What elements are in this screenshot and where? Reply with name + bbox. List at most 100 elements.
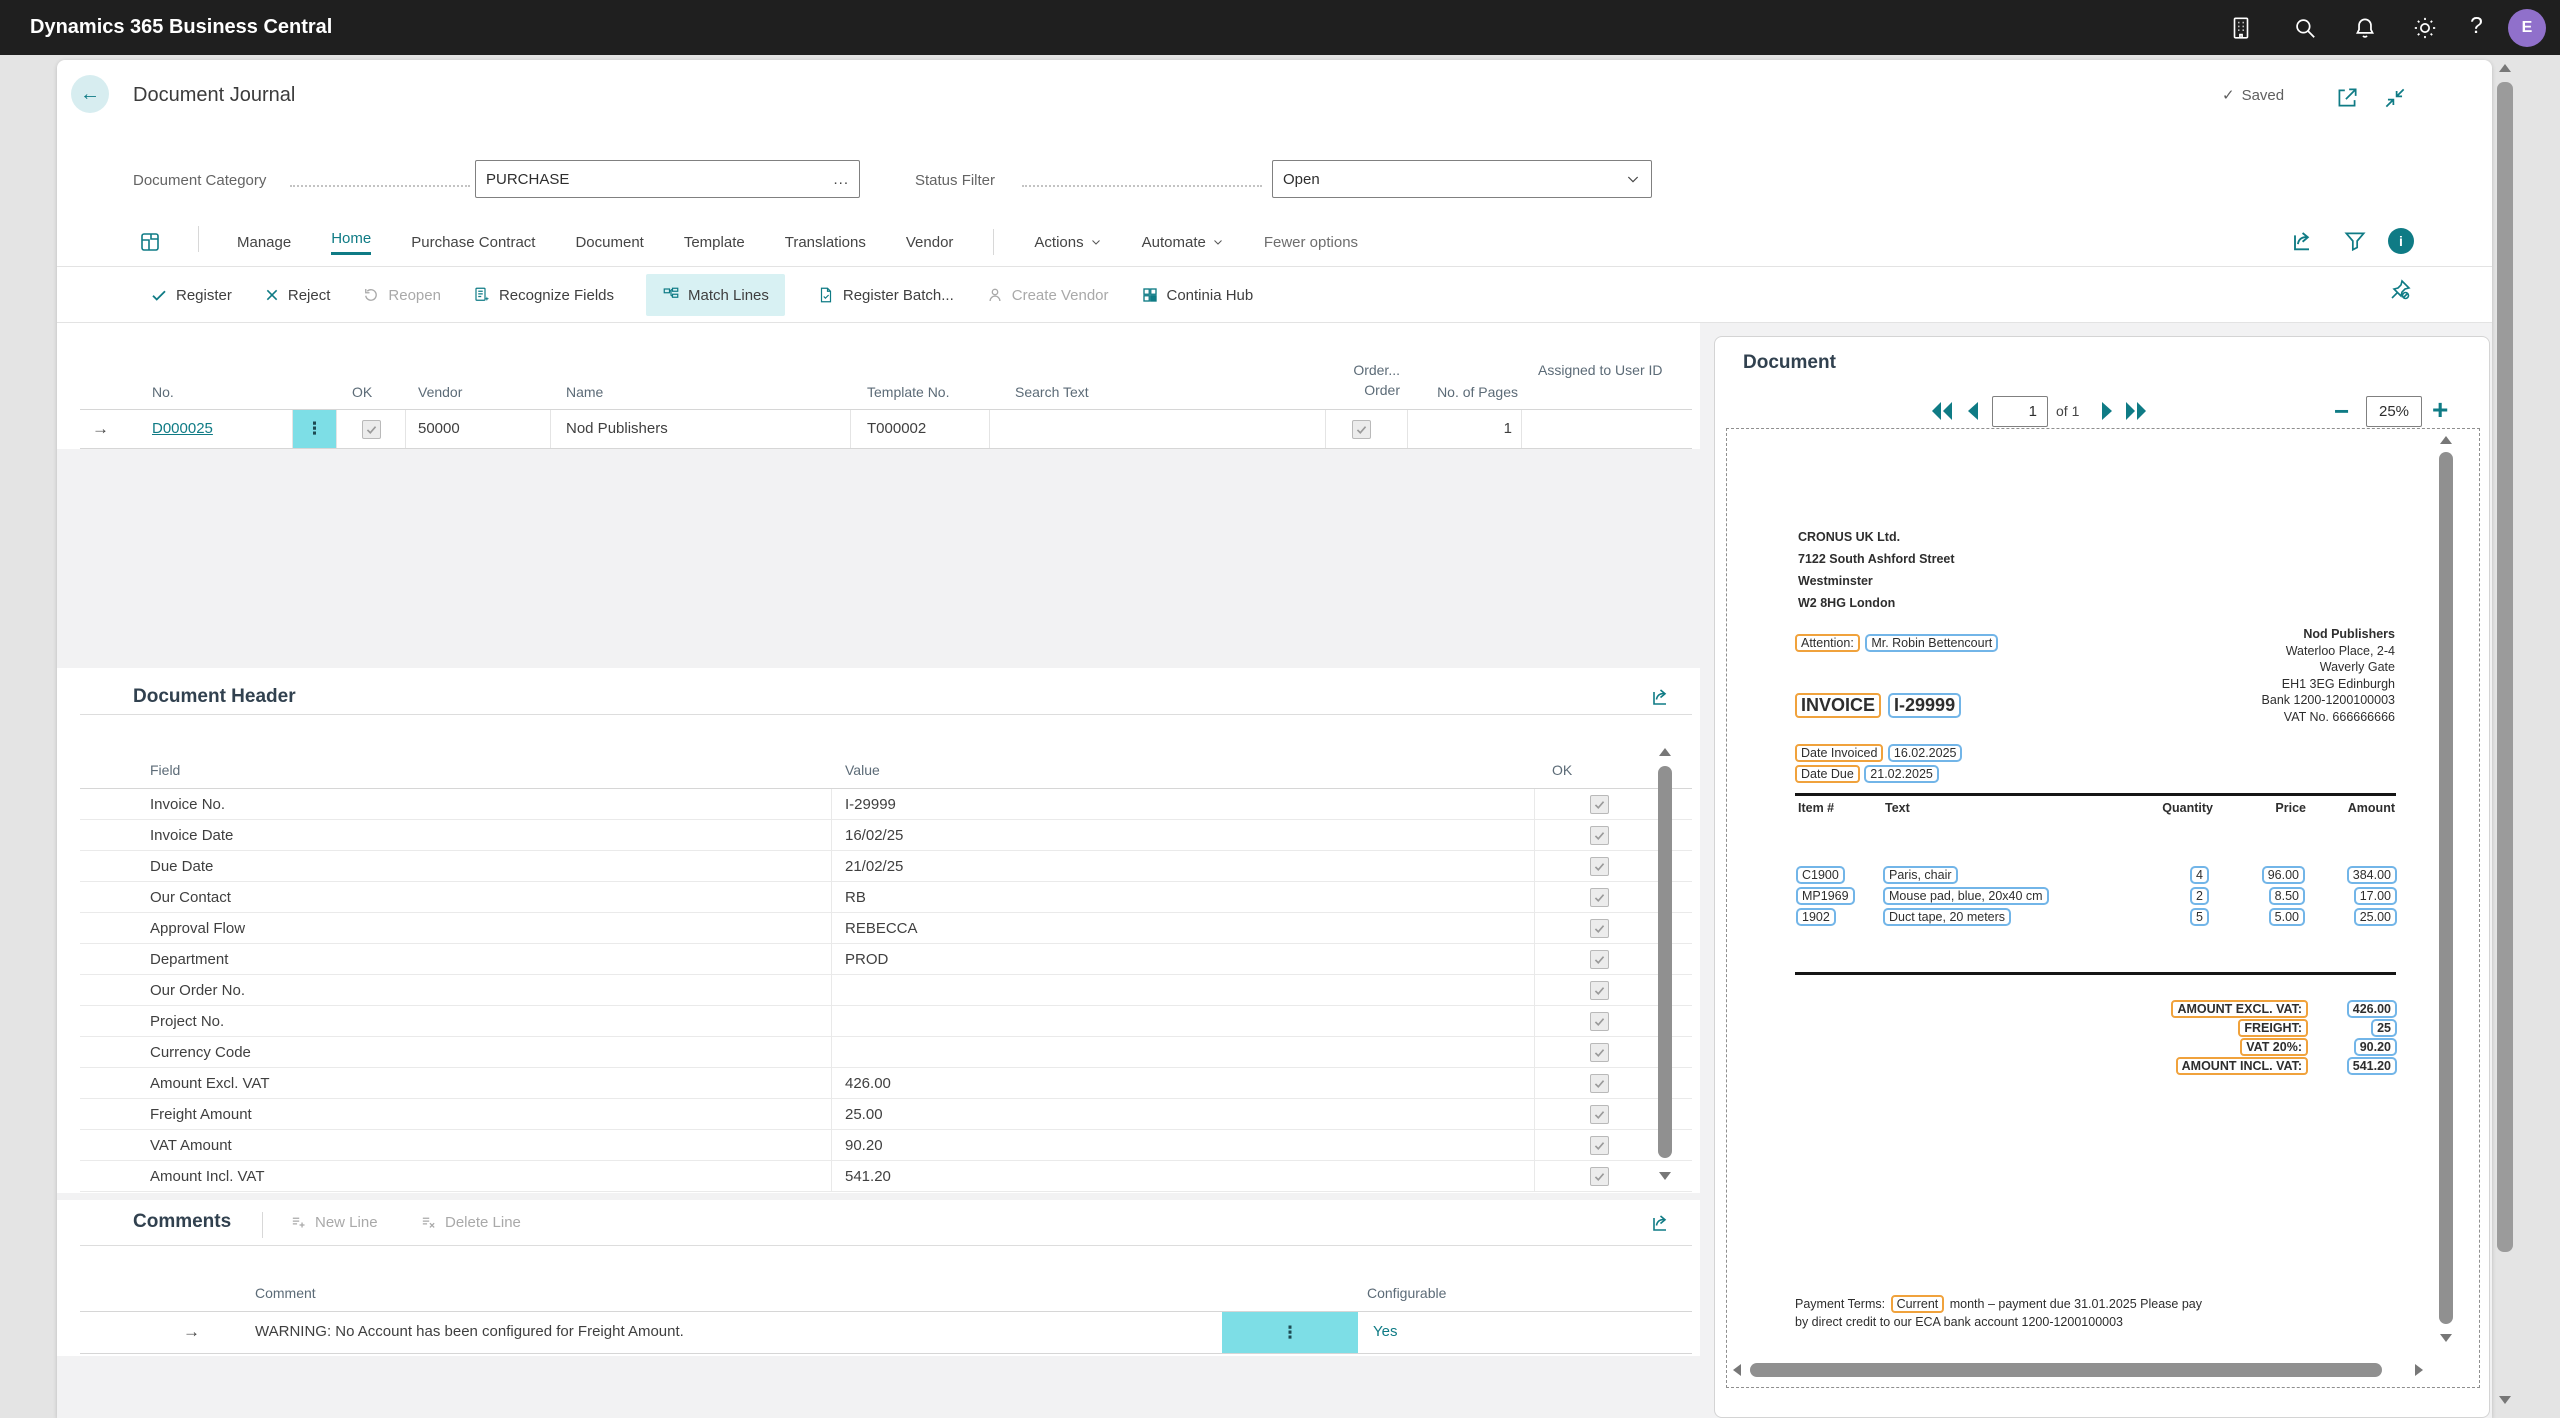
tab-manage[interactable]: Manage	[237, 233, 292, 251]
date-due-label-annotation[interactable]: Date Due	[1795, 765, 1860, 783]
journal-row-name[interactable]: Nod Publishers	[566, 420, 668, 437]
field-ok-checkbox[interactable]	[1590, 794, 1609, 814]
invoice-line-price[interactable]: 5.00	[2268, 908, 2305, 926]
comment-row-configurable[interactable]: Yes	[1373, 1323, 1398, 1340]
payment-terms-annotation[interactable]: Current	[1890, 1295, 1945, 1313]
viewer-scroll-down[interactable]	[2440, 1334, 2452, 1342]
menu-automate[interactable]: Automate	[1142, 234, 1224, 251]
invoice-line-item[interactable]: 1902	[1796, 908, 1836, 926]
assist-edit-button[interactable]: ...	[833, 170, 849, 188]
reject-button[interactable]: Reject	[264, 287, 330, 304]
back-button[interactable]: ←	[71, 75, 109, 113]
field-value[interactable]: RB	[845, 888, 866, 906]
notifications-button[interactable]	[2352, 15, 2378, 41]
total-label-annotation[interactable]: FREIGHT:	[2238, 1019, 2308, 1037]
journal-row-pages[interactable]: 1	[1503, 420, 1512, 437]
field-value[interactable]: I-29999	[845, 795, 896, 813]
field-row[interactable]: VAT Amount 90.20	[80, 1130, 1692, 1161]
date-due-value-annotation[interactable]: 21.02.2025	[1864, 765, 1939, 783]
date-invoiced-value-annotation[interactable]: 16.02.2025	[1887, 744, 1963, 762]
field-row[interactable]: Freight Amount 25.00	[80, 1099, 1692, 1130]
comments-share-button[interactable]	[1648, 1210, 1672, 1234]
window-scroll-down[interactable]	[2499, 1396, 2511, 1404]
pivot-button[interactable]	[138, 230, 162, 254]
viewer-scroll-left[interactable]	[1733, 1364, 1741, 1376]
tab-template[interactable]: Template	[683, 233, 745, 251]
col-template[interactable]: Template No.	[867, 384, 950, 400]
field-ok-checkbox[interactable]	[1590, 887, 1609, 907]
invoice-line-item[interactable]: MP1969	[1796, 887, 1855, 905]
viewer-scroll-up[interactable]	[2440, 436, 2452, 444]
share-button[interactable]	[2288, 226, 2316, 254]
row-selector-arrow[interactable]: →	[92, 419, 109, 438]
field-value[interactable]: PROD	[845, 950, 889, 968]
tab-vendor[interactable]: Vendor	[905, 233, 954, 251]
register-batch-button[interactable]: Register Batch...	[817, 286, 954, 304]
doc-header-share-button[interactable]	[1648, 684, 1672, 708]
zoom-out-button[interactable]: −	[2334, 396, 2350, 426]
field-ok-checkbox[interactable]	[1590, 980, 1609, 1000]
field-value[interactable]: REBECCA	[845, 919, 918, 937]
viewer-scroll-right[interactable]	[2415, 1364, 2423, 1376]
reopen-button[interactable]: Reopen	[362, 286, 441, 304]
field-value[interactable]: 16/02/25	[845, 826, 904, 844]
field-value[interactable]: 90.20	[845, 1136, 883, 1154]
new-line-button[interactable]: New Line	[290, 1214, 378, 1231]
col-search[interactable]: Search Text	[1015, 384, 1089, 400]
field-row[interactable]: Due Date 21/02/25	[80, 851, 1692, 882]
journal-row-template[interactable]: T000002	[867, 420, 927, 437]
window-scroll-up[interactable]	[2499, 64, 2511, 72]
recognize-fields-button[interactable]: Recognize Fields	[473, 286, 614, 304]
scroll-down-arrow[interactable]	[1659, 1172, 1671, 1180]
invoice-label-annotation[interactable]: INVOICE	[1795, 693, 1882, 718]
field-ok-checkbox[interactable]	[1590, 949, 1609, 969]
field-ok-checkbox[interactable]	[1590, 856, 1609, 876]
invoice-line-text[interactable]: Mouse pad, blue, 20x40 cm	[1883, 887, 2049, 905]
zoom-level-input[interactable]: 25%	[2366, 396, 2422, 427]
field-row[interactable]: Invoice Date 16/02/25	[80, 820, 1692, 851]
field-ok-checkbox[interactable]	[1590, 1073, 1609, 1093]
invoice-line-price[interactable]: 8.50	[2268, 887, 2305, 905]
col-vendor[interactable]: Vendor	[418, 384, 463, 400]
field-row[interactable]: Our Order No.	[80, 975, 1692, 1006]
settings-button[interactable]	[2412, 15, 2438, 41]
journal-row-no-link[interactable]: D000025	[152, 420, 213, 437]
field-ok-checkbox[interactable]	[1590, 1135, 1609, 1155]
field-ok-checkbox[interactable]	[1590, 918, 1609, 938]
last-page-button[interactable]	[2122, 400, 2148, 422]
invoice-line-price[interactable]: 96.00	[2261, 866, 2305, 884]
field-ok-checkbox[interactable]	[1590, 1042, 1609, 1062]
journal-row-menu[interactable]: ⋮	[293, 410, 336, 448]
first-page-button[interactable]	[1930, 400, 1956, 422]
search-button[interactable]	[2292, 15, 2318, 41]
field-ok-checkbox[interactable]	[1590, 1166, 1609, 1186]
window-scrollbar[interactable]	[2497, 82, 2513, 1252]
total-label-annotation[interactable]: VAT 20%:	[2240, 1038, 2308, 1056]
field-row[interactable]: Amount Excl. VAT 426.00	[80, 1068, 1692, 1099]
document-viewer[interactable]	[1726, 428, 2480, 1388]
create-vendor-button[interactable]: Create Vendor	[986, 286, 1109, 304]
field-row[interactable]: Our Contact RB	[80, 882, 1692, 913]
field-row[interactable]: Amount Incl. VAT 541.20	[80, 1161, 1692, 1192]
filter-button[interactable]	[2342, 228, 2368, 254]
invoice-line-qty[interactable]: 5	[2190, 908, 2209, 926]
delete-line-button[interactable]: Delete Line	[420, 1214, 521, 1231]
company-button[interactable]	[2228, 15, 2254, 41]
menu-actions[interactable]: Actions	[1034, 234, 1101, 251]
field-row[interactable]: Invoice No. I-29999	[80, 789, 1692, 820]
scroll-up-arrow[interactable]	[1659, 748, 1671, 756]
journal-row-vendor[interactable]: 50000	[418, 420, 460, 437]
invoice-line-text[interactable]: Paris, chair	[1883, 866, 1958, 884]
comment-row-arrow[interactable]: →	[183, 1322, 200, 1341]
date-invoiced-label-annotation[interactable]: Date Invoiced	[1795, 744, 1884, 762]
col-dh-ok[interactable]: OK	[1552, 762, 1573, 778]
tab-home[interactable]: Home	[331, 230, 372, 255]
col-comment[interactable]: Comment	[255, 1285, 316, 1301]
comment-row-menu[interactable]: ⋮	[1222, 1312, 1358, 1353]
col-ok[interactable]: OK	[352, 384, 373, 400]
total-label-annotation[interactable]: AMOUNT INCL. VAT:	[2175, 1057, 2308, 1075]
field-row[interactable]: Department PROD	[80, 944, 1692, 975]
match-lines-button[interactable]: Match Lines	[646, 274, 785, 316]
zoom-in-button[interactable]: +	[2432, 394, 2449, 425]
total-label-annotation[interactable]: AMOUNT EXCL. VAT:	[2171, 1000, 2308, 1018]
